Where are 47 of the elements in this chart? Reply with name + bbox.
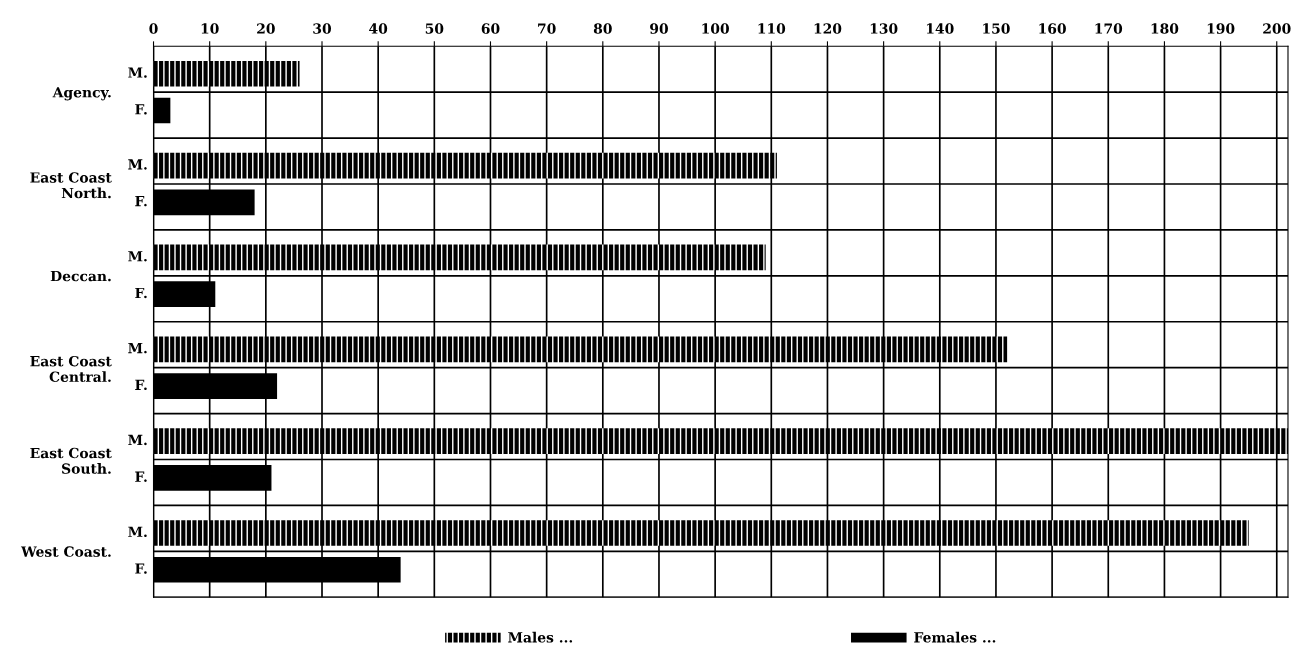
text: M.	[128, 434, 147, 446]
y-tick-label: Agency.	[52, 87, 111, 101]
bar	[153, 60, 300, 87]
text: M.	[128, 251, 147, 262]
text: F.	[135, 196, 147, 207]
x-tick-label: 70	[538, 23, 556, 34]
bar	[153, 520, 1249, 546]
x-tick-label: 180	[1151, 23, 1179, 34]
x-tick-label: 160	[1039, 23, 1066, 34]
x-tick-label: 20	[257, 23, 275, 34]
text: M.	[128, 526, 147, 538]
y-tick-label: Deccan.	[50, 270, 111, 282]
y-tick-label: East Coast South.	[30, 447, 112, 474]
x-tick-label: 150	[983, 23, 1010, 34]
x-tick-label: 100	[702, 23, 729, 34]
x-tick-label: 140	[926, 23, 954, 34]
x-tick-label: 200	[1263, 23, 1291, 34]
x-tick-label: 10	[201, 23, 219, 34]
x-tick-label: 0	[149, 23, 158, 34]
bar	[153, 152, 777, 179]
x-tick-label: 80	[593, 23, 612, 34]
y-tick-label: East Coast Central.	[30, 355, 112, 382]
legend-label: Females ...	[914, 631, 996, 643]
x-tick-label: 170	[1095, 23, 1123, 34]
text: M.	[128, 159, 147, 170]
text: M.	[128, 67, 147, 78]
x-tick-label: 50	[425, 23, 444, 34]
x-tick-label: 90	[650, 23, 668, 34]
legend-label: Males ...	[508, 631, 573, 643]
y-tick-label: West Coast.	[20, 546, 111, 557]
text: F.	[135, 471, 147, 482]
x-tick-label: 130	[870, 23, 898, 34]
x-tick-label: 30	[313, 23, 332, 34]
bar	[153, 244, 766, 271]
text: F.	[135, 104, 147, 115]
text: F.	[135, 379, 147, 391]
x-tick-label: 110	[758, 23, 786, 34]
x-tick-label: 60	[481, 23, 500, 34]
x-tick-label: 120	[814, 23, 842, 34]
text: F.	[135, 287, 147, 299]
bar	[153, 428, 1288, 455]
text: F.	[135, 563, 147, 574]
text: M.	[128, 343, 147, 354]
y-tick-label: East Coast North.	[30, 172, 112, 199]
x-tick-label: 190	[1207, 23, 1235, 34]
x-tick-label: 40	[369, 23, 388, 34]
bar	[153, 336, 1008, 363]
